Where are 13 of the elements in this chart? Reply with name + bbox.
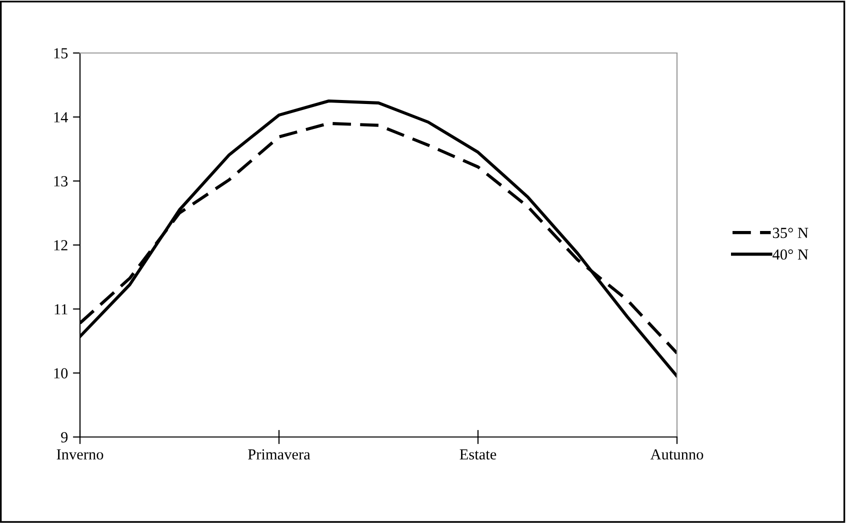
x-tick-label: Primavera: [248, 449, 310, 460]
y-tick-label: 14: [54, 112, 68, 122]
legend-label: 40° N: [772, 249, 808, 260]
legend-label: 35° N: [772, 228, 808, 238]
y-tick-label: 13: [54, 176, 68, 186]
x-tick-label: Autunno: [650, 449, 704, 460]
y-tick-label: 11: [54, 304, 68, 314]
x-tick-label: Inverno: [56, 449, 104, 460]
y-tick-label: 9: [61, 432, 68, 442]
y-tick-label: 12: [54, 240, 68, 250]
y-tick-label: 15: [54, 48, 68, 58]
x-tick-label: Estate: [460, 449, 496, 460]
y-tick-label: 10: [54, 368, 68, 378]
